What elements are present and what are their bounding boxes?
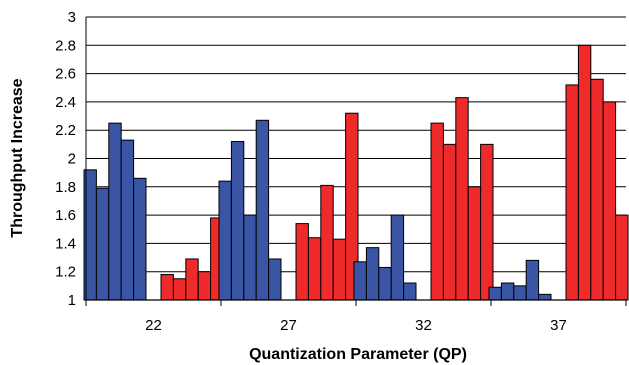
y-tick-label: 1.2 xyxy=(55,264,76,281)
x-tick-label: 37 xyxy=(550,317,567,334)
y-tick-label: 2.6 xyxy=(55,66,76,83)
x-tick-label: 32 xyxy=(415,317,432,334)
bar-red-32-4 xyxy=(467,186,482,301)
y-tick-label: 3 xyxy=(68,9,76,26)
bar-blue-37-1 xyxy=(488,286,502,301)
x-tick-labels: 22 27 32 37 xyxy=(145,317,567,334)
x-axis-title: Quantization Parameter (QP) xyxy=(249,346,467,363)
bar-red-22-3 xyxy=(185,258,199,301)
bar-blue-32-4 xyxy=(390,214,405,301)
bar-red-22-2 xyxy=(172,278,187,301)
bar-blue-32-1 xyxy=(353,261,367,301)
bar-red-32-2 xyxy=(442,143,457,301)
bar-red-37-4 xyxy=(602,101,617,301)
bar-blue-37-5 xyxy=(538,293,552,301)
bar-red-27-3 xyxy=(320,184,334,301)
bar-red-32-3 xyxy=(455,97,469,301)
bar-red-22-4 xyxy=(197,271,212,301)
y-tick-label: 2.4 xyxy=(55,94,76,111)
bar-blue-27-4 xyxy=(255,119,270,301)
bar-blue-32-2 xyxy=(365,247,380,301)
bar-red-37-1 xyxy=(565,84,579,301)
x-tick-label: 22 xyxy=(145,317,162,334)
x-tick-label: 27 xyxy=(280,317,297,334)
y-tick-label: 2.8 xyxy=(55,37,76,54)
bar-blue-37-4 xyxy=(525,259,540,301)
bar-red-37-3 xyxy=(590,78,604,301)
bar-red-27-2 xyxy=(307,237,322,301)
bar-red-32-1 xyxy=(430,122,444,301)
bar-blue-32-3 xyxy=(378,266,392,301)
bar-blue-27-2 xyxy=(230,141,245,301)
bar-blue-32-5 xyxy=(403,282,417,301)
bar-blue-22-3 xyxy=(108,122,122,301)
axes xyxy=(85,17,627,306)
bar-red-22-1 xyxy=(160,274,174,301)
bar-red-37-5 xyxy=(615,214,629,301)
y-tick-label: 1.8 xyxy=(55,179,76,196)
bar-blue-22-5 xyxy=(133,177,147,301)
y-tick-labels: 1 1.2 1.4 1.6 1.8 2 2.2 2.4 2.6 2.8 3 xyxy=(55,9,76,309)
bar-blue-22-4 xyxy=(120,139,135,301)
y-axis-title: Throughput Increase xyxy=(9,78,26,237)
bar-blue-27-5 xyxy=(268,258,282,301)
bar-blue-27-3 xyxy=(243,214,257,301)
bar-red-37-2 xyxy=(577,44,592,301)
bar-blue-27-1 xyxy=(218,180,232,301)
bar-blue-22-2 xyxy=(95,187,110,301)
bars xyxy=(83,44,629,301)
y-tick-label: 1.4 xyxy=(55,235,76,252)
bar-blue-37-2 xyxy=(500,282,515,301)
bar-red-27-1 xyxy=(295,223,309,301)
y-tick-label: 1 xyxy=(68,292,76,309)
y-tick-label: 1.6 xyxy=(55,207,76,224)
y-tick-label: 2.2 xyxy=(55,122,76,139)
bar-red-32-5 xyxy=(480,143,494,301)
y-tick-label: 2 xyxy=(68,151,76,168)
bar-blue-37-3 xyxy=(513,285,527,301)
bar-red-27-4 xyxy=(332,238,347,301)
